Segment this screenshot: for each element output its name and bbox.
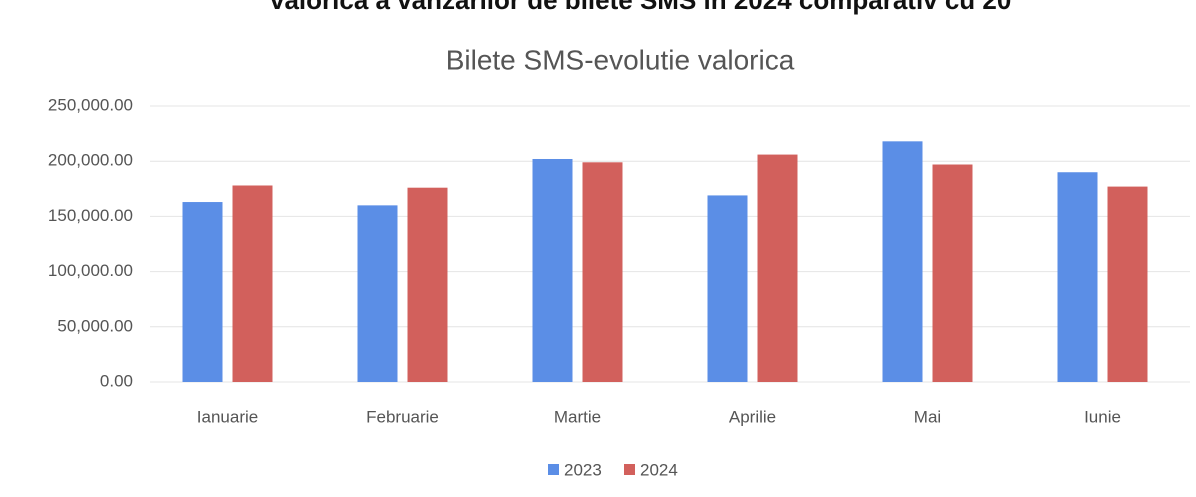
legend-label: 2023 xyxy=(564,460,602,479)
legend-swatch xyxy=(548,464,559,475)
bar xyxy=(1057,172,1098,382)
bar xyxy=(1107,186,1148,382)
bar xyxy=(232,185,273,382)
x-tick-label: Ianuarie xyxy=(197,407,258,426)
x-tick-label: Iunie xyxy=(1084,407,1121,426)
legend-label: 2024 xyxy=(640,460,678,479)
legend-swatch xyxy=(624,464,635,475)
y-tick-label: 50,000.00 xyxy=(57,316,133,335)
bar xyxy=(182,202,223,382)
heading: valorica a vanzarilor de bilete SMS in 2… xyxy=(270,0,1011,15)
bar xyxy=(532,158,573,382)
chart-title: Bilete SMS-evolutie valorica xyxy=(446,44,795,75)
x-tick-label: Februarie xyxy=(366,407,439,426)
y-tick-label: 200,000.00 xyxy=(48,151,133,170)
x-tick-label: Aprilie xyxy=(729,407,776,426)
x-tick-label: Mai xyxy=(914,407,941,426)
bar xyxy=(707,195,748,382)
bar xyxy=(407,187,448,382)
x-tick-label: Martie xyxy=(554,407,601,426)
y-tick-label: 250,000.00 xyxy=(48,95,133,114)
y-tick-label: 150,000.00 xyxy=(48,206,133,225)
bar xyxy=(757,154,798,382)
bar xyxy=(932,164,973,382)
y-tick-label: 100,000.00 xyxy=(48,261,133,280)
y-tick-label: 0.00 xyxy=(100,371,133,390)
bar xyxy=(582,162,623,382)
bar xyxy=(882,141,923,382)
bar xyxy=(357,205,398,382)
